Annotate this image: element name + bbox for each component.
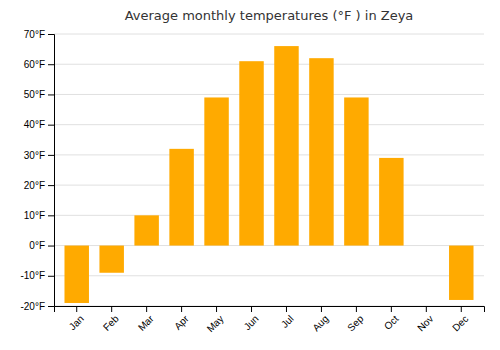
bar — [309, 58, 333, 245]
y-tick-label: 20°F — [24, 180, 45, 191]
chart: -20°F -10°F 0°F 10°F 20°F 30°F 40°F 50°F 60°F 70°… — [0, 0, 500, 350]
grid-line — [54, 185, 484, 186]
x-tick-mark — [391, 306, 392, 312]
x-tick-label: Mar — [136, 313, 156, 333]
y-tick-mark — [48, 306, 54, 307]
x-tick-mark — [181, 306, 182, 312]
grid-line — [54, 275, 484, 276]
x-tick-label: Aug — [310, 313, 330, 333]
y-tick-mark — [48, 155, 54, 156]
y-tick-label: 30°F — [24, 150, 45, 161]
grid-line — [54, 124, 484, 125]
grid-line — [54, 34, 484, 35]
x-tick-label: Sep — [345, 313, 366, 334]
y-tick-mark — [48, 94, 54, 95]
y-tick: -10°F — [20, 270, 54, 281]
x-tick-mark — [426, 306, 427, 312]
bar — [239, 61, 263, 245]
y-tick-label: -20°F — [20, 301, 45, 312]
y-tick-label: 60°F — [24, 59, 45, 70]
y-tick: 70°F — [24, 29, 54, 40]
y-tick-mark — [48, 246, 54, 247]
x-axis-line — [55, 307, 485, 313]
y-tick-mark — [48, 34, 54, 35]
y-tick: 60°F — [24, 59, 54, 70]
y-tick: 10°F — [24, 210, 54, 221]
bar — [414, 245, 438, 246]
x-tick: Jun — [242, 306, 261, 332]
y-tick-mark — [48, 215, 54, 216]
y-tick-label: 10°F — [24, 210, 45, 221]
y-axis: -20°F -10°F 0°F 10°F 20°F 30°F 40°F 50°F 60°F 70°… — [20, 29, 54, 312]
y-tick-label: 50°F — [24, 89, 45, 100]
x-tick: Nov — [415, 306, 435, 333]
x-tick-mark — [76, 306, 77, 312]
x-tick-label: Jul — [279, 313, 296, 330]
x-tick: Oct — [382, 306, 401, 332]
x-tick: May — [205, 306, 226, 334]
grid-line — [54, 64, 484, 65]
x-tick-mark — [111, 306, 112, 312]
x-tick-mark — [321, 306, 322, 312]
bars — [64, 46, 473, 303]
x-tick: Mar — [136, 306, 156, 333]
grid-line — [54, 94, 484, 95]
x-tick-mark — [356, 306, 357, 312]
y-tick: 0°F — [29, 240, 54, 251]
bar — [99, 246, 123, 273]
x-tick: Dec — [450, 306, 470, 333]
plot-area: -20°F -10°F 0°F 10°F 20°F 30°F 40°F 50°F 60°F 70°… — [20, 29, 484, 335]
grid-line — [54, 154, 484, 155]
x-tick-mark — [146, 306, 147, 312]
y-tick-mark — [48, 125, 54, 126]
y-axis-line — [48, 35, 55, 307]
grid — [54, 34, 484, 306]
x-tick-label: Feb — [101, 313, 121, 333]
bar — [204, 97, 228, 245]
x-tick-label: Jan — [67, 313, 86, 332]
y-tick-label: 40°F — [24, 119, 45, 130]
x-tick-mark — [286, 306, 287, 312]
y-tick: -20°F — [20, 301, 54, 312]
x-tick-label: Apr — [172, 313, 191, 332]
x-tick-label: Dec — [450, 313, 470, 333]
x-tick: Aug — [310, 306, 330, 333]
bar — [449, 246, 473, 300]
y-tick: 30°F — [24, 150, 54, 161]
x-tick: Sep — [345, 306, 366, 333]
x-tick-mark — [251, 306, 252, 312]
x-tick-label: Nov — [415, 313, 435, 333]
y-tick-label: 70°F — [24, 29, 45, 40]
y-tick: 40°F — [24, 119, 54, 130]
x-tick: Feb — [101, 306, 121, 333]
grid-line — [54, 215, 484, 216]
y-tick: 20°F — [24, 180, 54, 191]
bar — [274, 46, 298, 245]
x-tick: Jul — [279, 306, 296, 330]
title: Average monthly temperatures (°F ) in Ze… — [125, 8, 414, 23]
x-tick-mark — [216, 306, 217, 312]
x-tick: Apr — [172, 306, 191, 332]
x-tick-label: Oct — [382, 313, 401, 332]
x-tick-label: May — [205, 313, 226, 334]
y-tick-mark — [48, 185, 54, 186]
bar — [379, 158, 403, 246]
bar — [169, 149, 193, 246]
bar — [344, 97, 368, 245]
x-tick-mark — [461, 306, 462, 312]
bar — [64, 246, 88, 303]
x-axis: Jan Feb Mar Apr May Jun Jul Aug Sep Oct Nov Dec — [55, 306, 485, 334]
y-tick-label: -10°F — [20, 270, 45, 281]
x-tick-label: Jun — [242, 313, 261, 332]
y-tick-label: 0°F — [29, 240, 45, 251]
y-tick: 50°F — [24, 89, 54, 100]
x-tick: Jan — [67, 306, 86, 332]
y-tick-mark — [48, 276, 54, 277]
bar — [134, 215, 158, 245]
y-tick-mark — [48, 64, 54, 65]
